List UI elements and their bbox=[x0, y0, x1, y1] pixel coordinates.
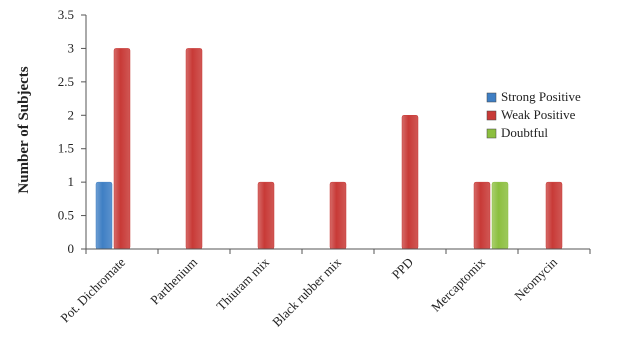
legend-swatch bbox=[486, 128, 497, 139]
legend-swatch bbox=[486, 110, 497, 121]
y-tick-label: 2.5 bbox=[58, 74, 74, 89]
y-tick-label: 2 bbox=[68, 107, 75, 122]
bar-doubtful bbox=[491, 181, 509, 250]
legend: Strong Positive Weak Positive Doubtful bbox=[486, 89, 581, 140]
legend-label: Weak Positive bbox=[501, 107, 576, 122]
x-tick-label: Black rubber mix bbox=[269, 254, 344, 329]
bars bbox=[95, 48, 563, 250]
y-tick-label: 3 bbox=[68, 40, 75, 55]
y-tick-label: 0 bbox=[68, 241, 75, 256]
bar-weak-positive bbox=[257, 181, 275, 250]
y-tick-label: 1.5 bbox=[58, 141, 74, 156]
x-tick-label: Pot. Dichromate bbox=[57, 254, 128, 325]
bar-weak-positive bbox=[545, 181, 563, 250]
x-tick-label: Parthenium bbox=[147, 255, 200, 308]
x-tick-label: Mercaptomix bbox=[428, 254, 488, 314]
x-tick-label: PPD bbox=[389, 255, 416, 282]
y-tick-label: 0.5 bbox=[58, 208, 74, 223]
bar-weak-positive bbox=[113, 48, 131, 250]
bar-weak-positive bbox=[401, 115, 419, 250]
x-tick-label: Thiuram mix bbox=[213, 254, 272, 313]
legend-label: Strong Positive bbox=[501, 89, 581, 104]
y-tick-label: 1 bbox=[68, 174, 75, 189]
bar-strong-positive bbox=[95, 181, 113, 250]
legend-swatch bbox=[486, 92, 497, 103]
y-axis-label: Number of Subjects bbox=[16, 66, 32, 193]
bar-weak-positive bbox=[473, 181, 491, 250]
bar-weak-positive bbox=[329, 181, 347, 250]
x-tick-label: Neomycin bbox=[511, 254, 560, 303]
y-axis-ticks: 0 0.5 1 1.5 2 2.5 3 3.5 bbox=[58, 7, 87, 256]
bar-weak-positive bbox=[185, 48, 203, 250]
legend-label: Doubtful bbox=[501, 125, 548, 140]
x-axis bbox=[85, 248, 591, 254]
x-axis-labels: Pot. Dichromate Parthenium Thiuram mixBlac… bbox=[57, 254, 560, 329]
y-tick-label: 3.5 bbox=[58, 7, 74, 22]
